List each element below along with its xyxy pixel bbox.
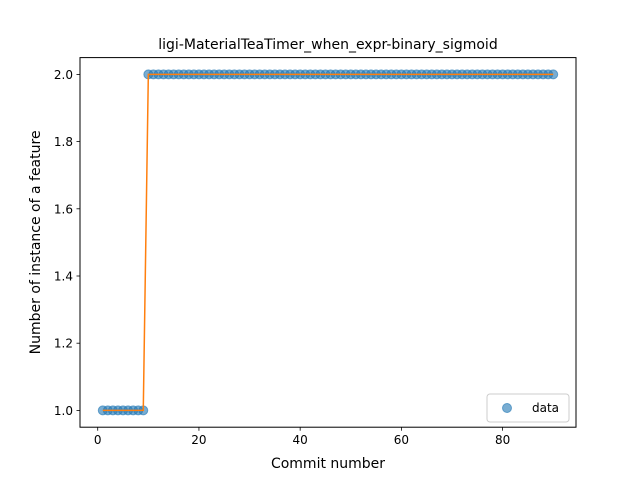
y-axis: 1.0 1.2 1.4 1.6 1.8 2.0	[54, 68, 80, 418]
x-tick-label: 40	[293, 433, 308, 447]
fit-line	[102, 73, 554, 412]
y-tick-label: 1.8	[54, 135, 73, 149]
y-tick-label: 2.0	[54, 68, 73, 82]
legend: data	[486, 393, 570, 423]
legend-marker-data	[502, 403, 512, 413]
chart-title: ligi-MaterialTeaTimer_when_expr-binary_s…	[158, 37, 497, 53]
y-tick-label: 1.2	[54, 337, 73, 351]
x-tick-label: 0	[94, 433, 102, 447]
x-tick-label: 80	[495, 433, 510, 447]
legend-label-data: data	[532, 401, 559, 415]
axes-frame	[79, 57, 577, 428]
y-axis-label: Number of instance of a feature	[28, 130, 44, 354]
y-tick-label: 1.0	[54, 404, 73, 418]
x-axis: 0 20 40 60 80	[94, 427, 510, 447]
x-tick-label: 20	[191, 433, 206, 447]
legend-box	[486, 393, 570, 423]
plot-area	[97, 69, 559, 416]
x-tick-label: 60	[394, 433, 409, 447]
x-axis-label: Commit number	[271, 456, 385, 472]
y-tick-label: 1.4	[54, 270, 73, 284]
y-tick-label: 1.6	[54, 202, 73, 216]
